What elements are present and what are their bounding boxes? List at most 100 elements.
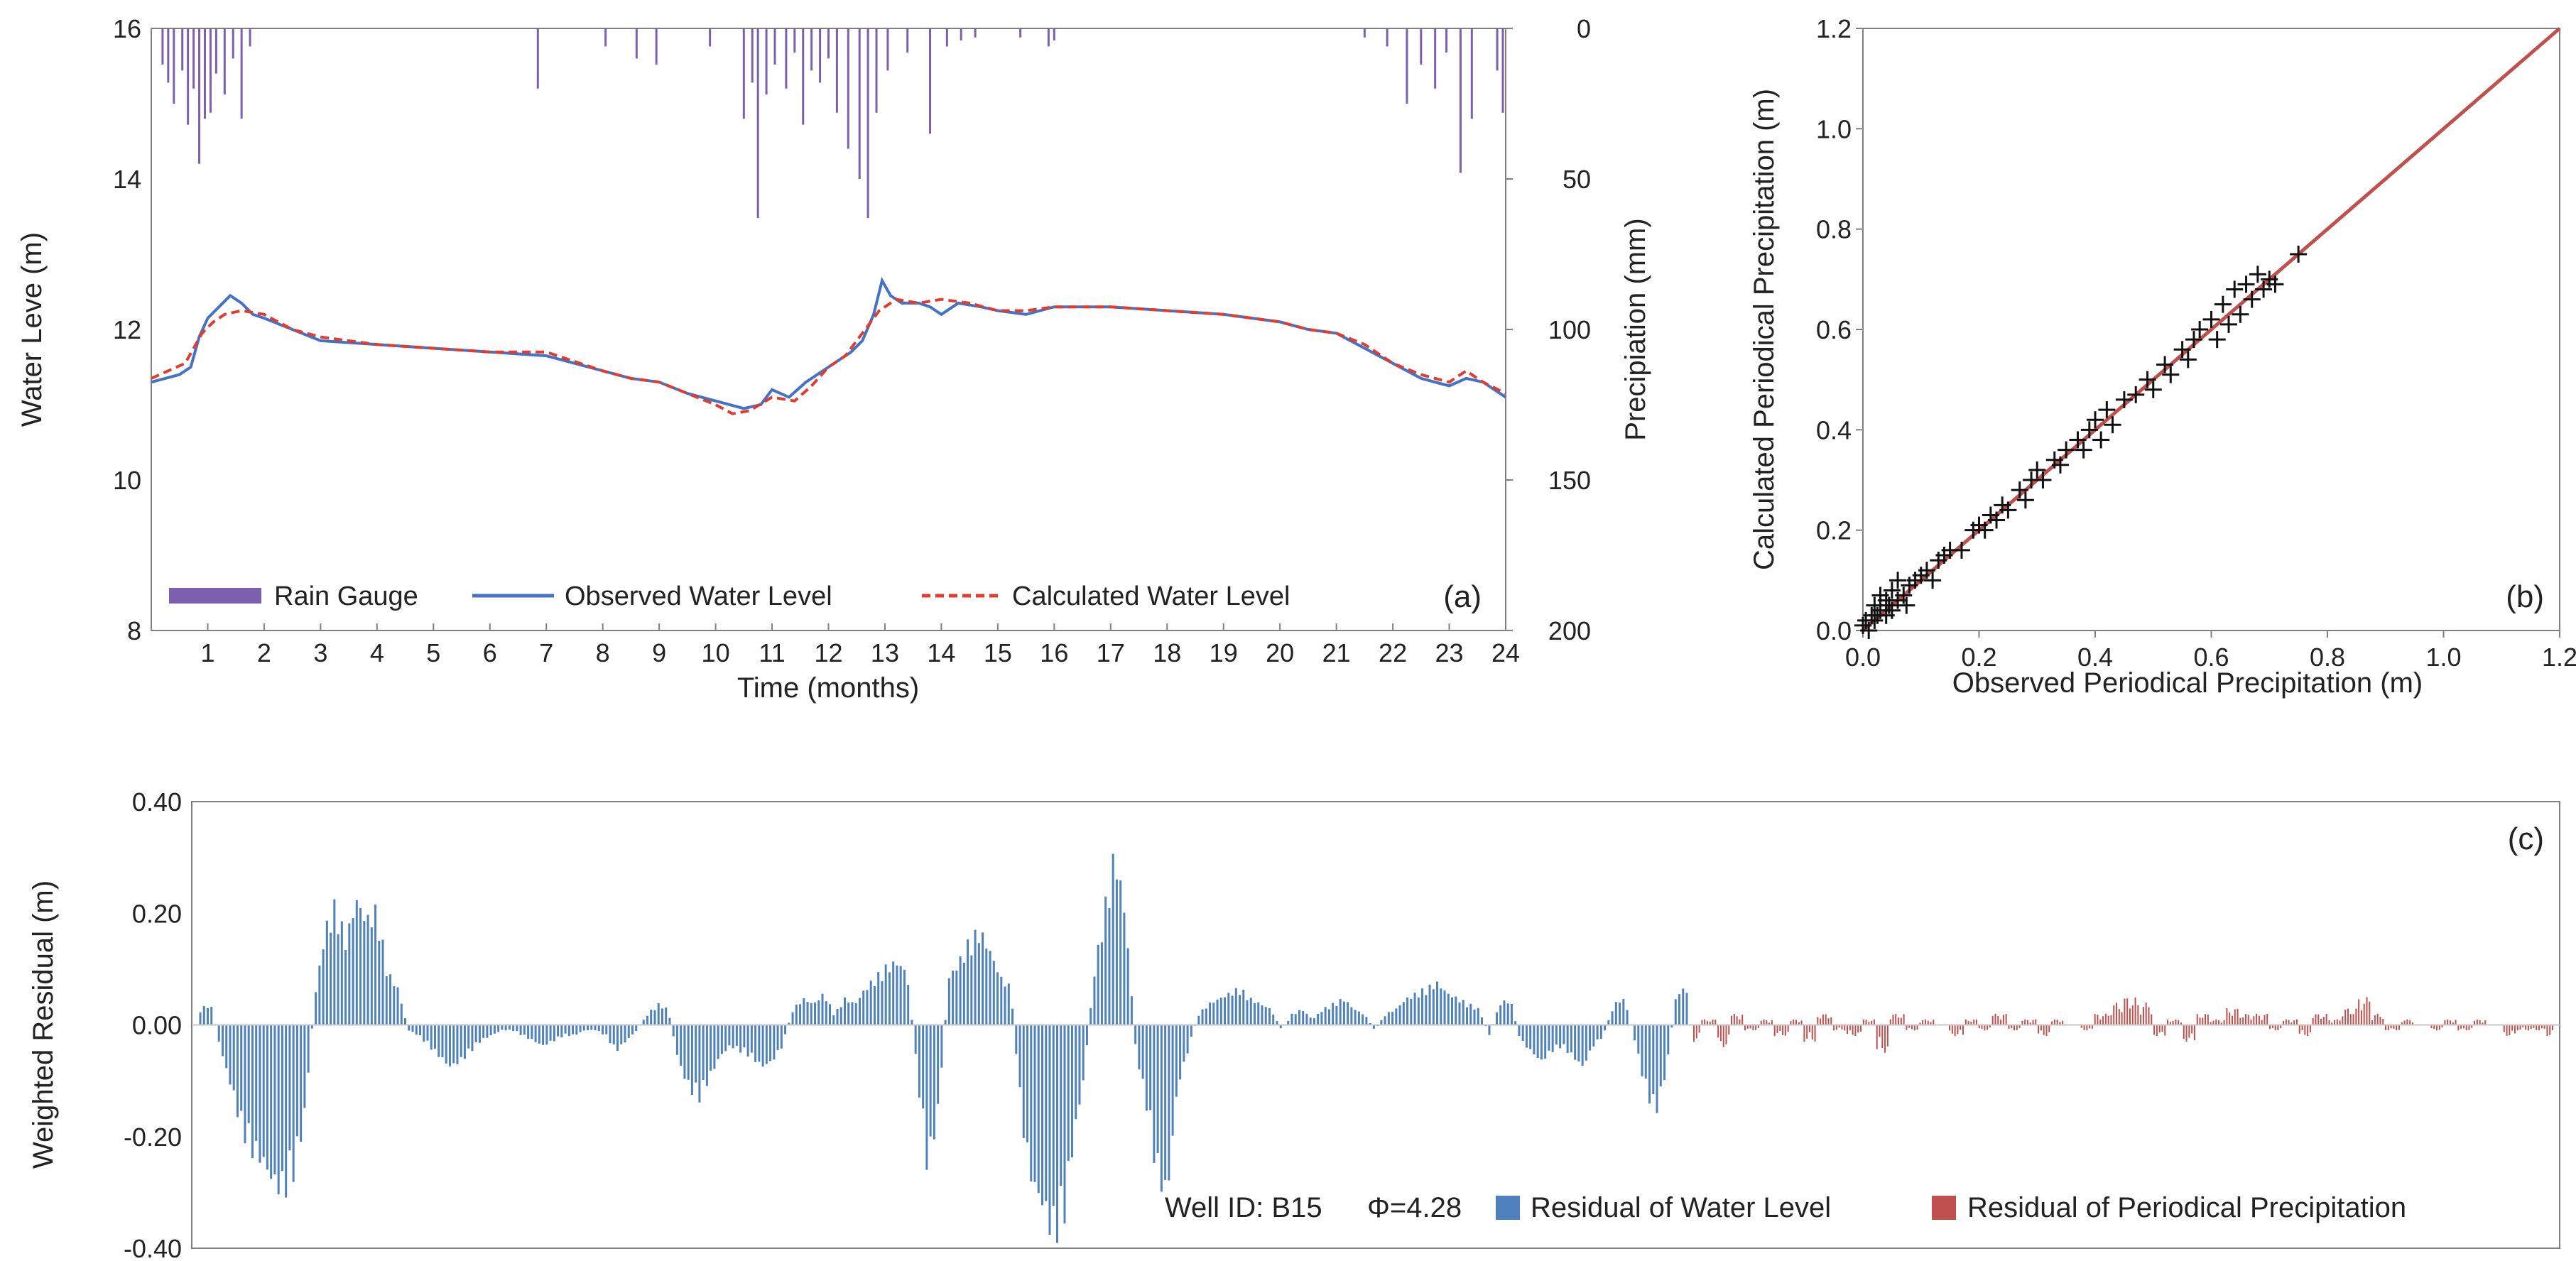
legend-label-observed: Observed Water Level — [565, 582, 832, 611]
x-tick-label: 7 — [539, 638, 553, 667]
x-tick-label: 20 — [1266, 638, 1294, 667]
x-tick-label: 15 — [984, 638, 1012, 667]
x-tick-label: 14 — [927, 638, 955, 667]
y-tick-label: 0.40 — [132, 787, 182, 817]
y-tick-label: 12 — [113, 315, 141, 344]
panel-b-label: (b) — [2506, 579, 2544, 614]
scatter-point — [2214, 295, 2232, 313]
scatter-point — [2220, 315, 2238, 333]
x-tick-label: 2 — [257, 638, 271, 667]
panel-b-x-label: Observed Periodical Precipitation (m) — [1952, 667, 2423, 699]
legend-label-residual-pp: Residual of Periodical Precipitation — [1967, 1192, 2406, 1223]
scatter-point — [2087, 411, 2104, 429]
x-tick-label: 22 — [1379, 638, 1407, 667]
rain-gauge-bars — [161, 28, 1504, 219]
y2-tick-label: 150 — [1548, 466, 1591, 495]
y2-tick-label: 100 — [1548, 315, 1591, 344]
scatter-point — [2185, 331, 2202, 349]
panel-c: 0.40 0.20 0.00 -0.20 -0.40 Weighted Residual… — [28, 787, 2560, 1261]
y-tick-label: 1.2 — [1816, 14, 1852, 43]
y-tick-label: 10 — [113, 466, 141, 495]
scatter-point — [1898, 596, 1915, 614]
scatter-point — [2173, 341, 2191, 359]
y2-tick-label: 50 — [1563, 165, 1591, 194]
scatter-point — [2138, 371, 2156, 388]
y-tick-label: 0.8 — [1816, 215, 1852, 244]
legend-label-residual-wl: Residual of Water Level — [1531, 1192, 1831, 1223]
scatter-point — [1988, 511, 2006, 529]
panel-a: 1 2 3 4 5 6 7 8 9 10 11 12 13 14 15 16 17 18 19 20 21 22 23 24 … — [16, 14, 1651, 704]
panel-b-x-ticks: 0.0 0.2 0.4 0.6 0.8 1.0 1.2 — [1845, 630, 2576, 672]
scatter-point — [2226, 280, 2244, 298]
y-tick-label: -0.40 — [124, 1234, 182, 1261]
scatter-point — [2058, 441, 2075, 459]
y-tick-label: 0.2 — [1816, 516, 1852, 545]
y-tick-label: 0.4 — [1816, 415, 1852, 444]
panel-a-y2-ticks: 0 50 100 150 200 — [1506, 14, 1591, 645]
y2-tick-label: 0 — [1577, 14, 1591, 43]
scatter-point — [2092, 431, 2110, 449]
panel-c-y-label: Weighted Residual (m) — [28, 880, 59, 1169]
calculated-water-level-line — [151, 297, 1506, 415]
legend-swatch-residual-wl — [1496, 1196, 1520, 1220]
panel-a-plot-area — [151, 28, 1506, 631]
y-tick-label: -0.20 — [124, 1123, 182, 1152]
panel-c-label: (c) — [2508, 821, 2544, 856]
phi-annotation: Φ=4.28 — [1367, 1192, 1462, 1223]
panel-b-points — [1854, 246, 2308, 639]
scatter-point — [1860, 622, 1878, 639]
panel-a-label: (a) — [1443, 579, 1482, 614]
y-tick-label: 0.00 — [132, 1011, 182, 1040]
scatter-point — [2028, 461, 2046, 479]
x-tick-label: 13 — [871, 638, 899, 667]
scatter-point — [1999, 501, 2017, 519]
x-tick-label: 0.6 — [2193, 643, 2229, 672]
panel-b-y-label: Calculated Periodical Precipitation (m) — [1749, 89, 1780, 570]
scatter-point — [2075, 441, 2092, 459]
scatter-point — [2104, 416, 2121, 434]
x-tick-label: 5 — [426, 638, 440, 667]
panel-a-legend: Rain Gauge Observed Water Level Calculat… — [169, 582, 1290, 611]
scatter-point — [2249, 266, 2266, 283]
x-tick-label: 4 — [370, 638, 384, 667]
scatter-point — [2243, 290, 2261, 308]
panel-b-y-ticks: 0.0 0.2 0.4 0.6 0.8 1.0 1.2 — [1816, 14, 1863, 645]
x-tick-label: 6 — [483, 638, 497, 667]
well-id-annotation: Well ID: B15 — [1165, 1192, 1322, 1223]
y-tick-label: 0.6 — [1816, 315, 1852, 344]
scatter-point — [2098, 401, 2116, 419]
x-tick-label: 0.4 — [2077, 643, 2113, 672]
panel-c-y-ticks: 0.40 0.20 0.00 -0.20 -0.40 — [124, 787, 2560, 1261]
legend-label-rain: Rain Gauge — [274, 582, 418, 611]
x-tick-label: 12 — [814, 638, 842, 667]
scatter-point — [2237, 275, 2255, 293]
panel-c-legend: Well ID: B15 Φ=4.28 Residual of Water Le… — [1165, 1192, 2406, 1223]
y-tick-label: 14 — [113, 165, 141, 194]
x-tick-label: 1.2 — [2542, 643, 2576, 672]
x-tick-label: 9 — [652, 638, 666, 667]
scatter-point — [2144, 381, 2162, 398]
scatter-point — [2034, 471, 2052, 488]
scatter-point — [2191, 321, 2209, 338]
x-tick-label: 11 — [759, 638, 785, 667]
scatter-point — [1976, 521, 1994, 539]
residual-water-level-bars — [199, 853, 1688, 1243]
panel-a-y-ticks: 8 10 12 14 16 — [113, 14, 141, 645]
x-tick-label: 21 — [1322, 638, 1351, 667]
y-tick-label: 0.0 — [1816, 616, 1852, 645]
scatter-point — [2255, 280, 2273, 298]
x-tick-label: 10 — [702, 638, 730, 667]
x-tick-label: 16 — [1040, 638, 1068, 667]
scatter-point — [1889, 572, 1907, 589]
x-tick-label: 0.0 — [1845, 643, 1881, 672]
scatter-point — [2115, 391, 2133, 408]
scatter-point — [2069, 431, 2087, 449]
x-tick-label: 19 — [1210, 638, 1238, 667]
legend-swatch-rain — [169, 588, 261, 604]
x-tick-label: 23 — [1435, 638, 1464, 667]
scatter-point — [2208, 331, 2226, 349]
scatter-point — [2016, 491, 2034, 509]
scatter-point — [2179, 351, 2197, 369]
panel-a-y2-label: Precipiation (mm) — [1620, 218, 1651, 440]
scatter-point — [2011, 481, 2028, 499]
